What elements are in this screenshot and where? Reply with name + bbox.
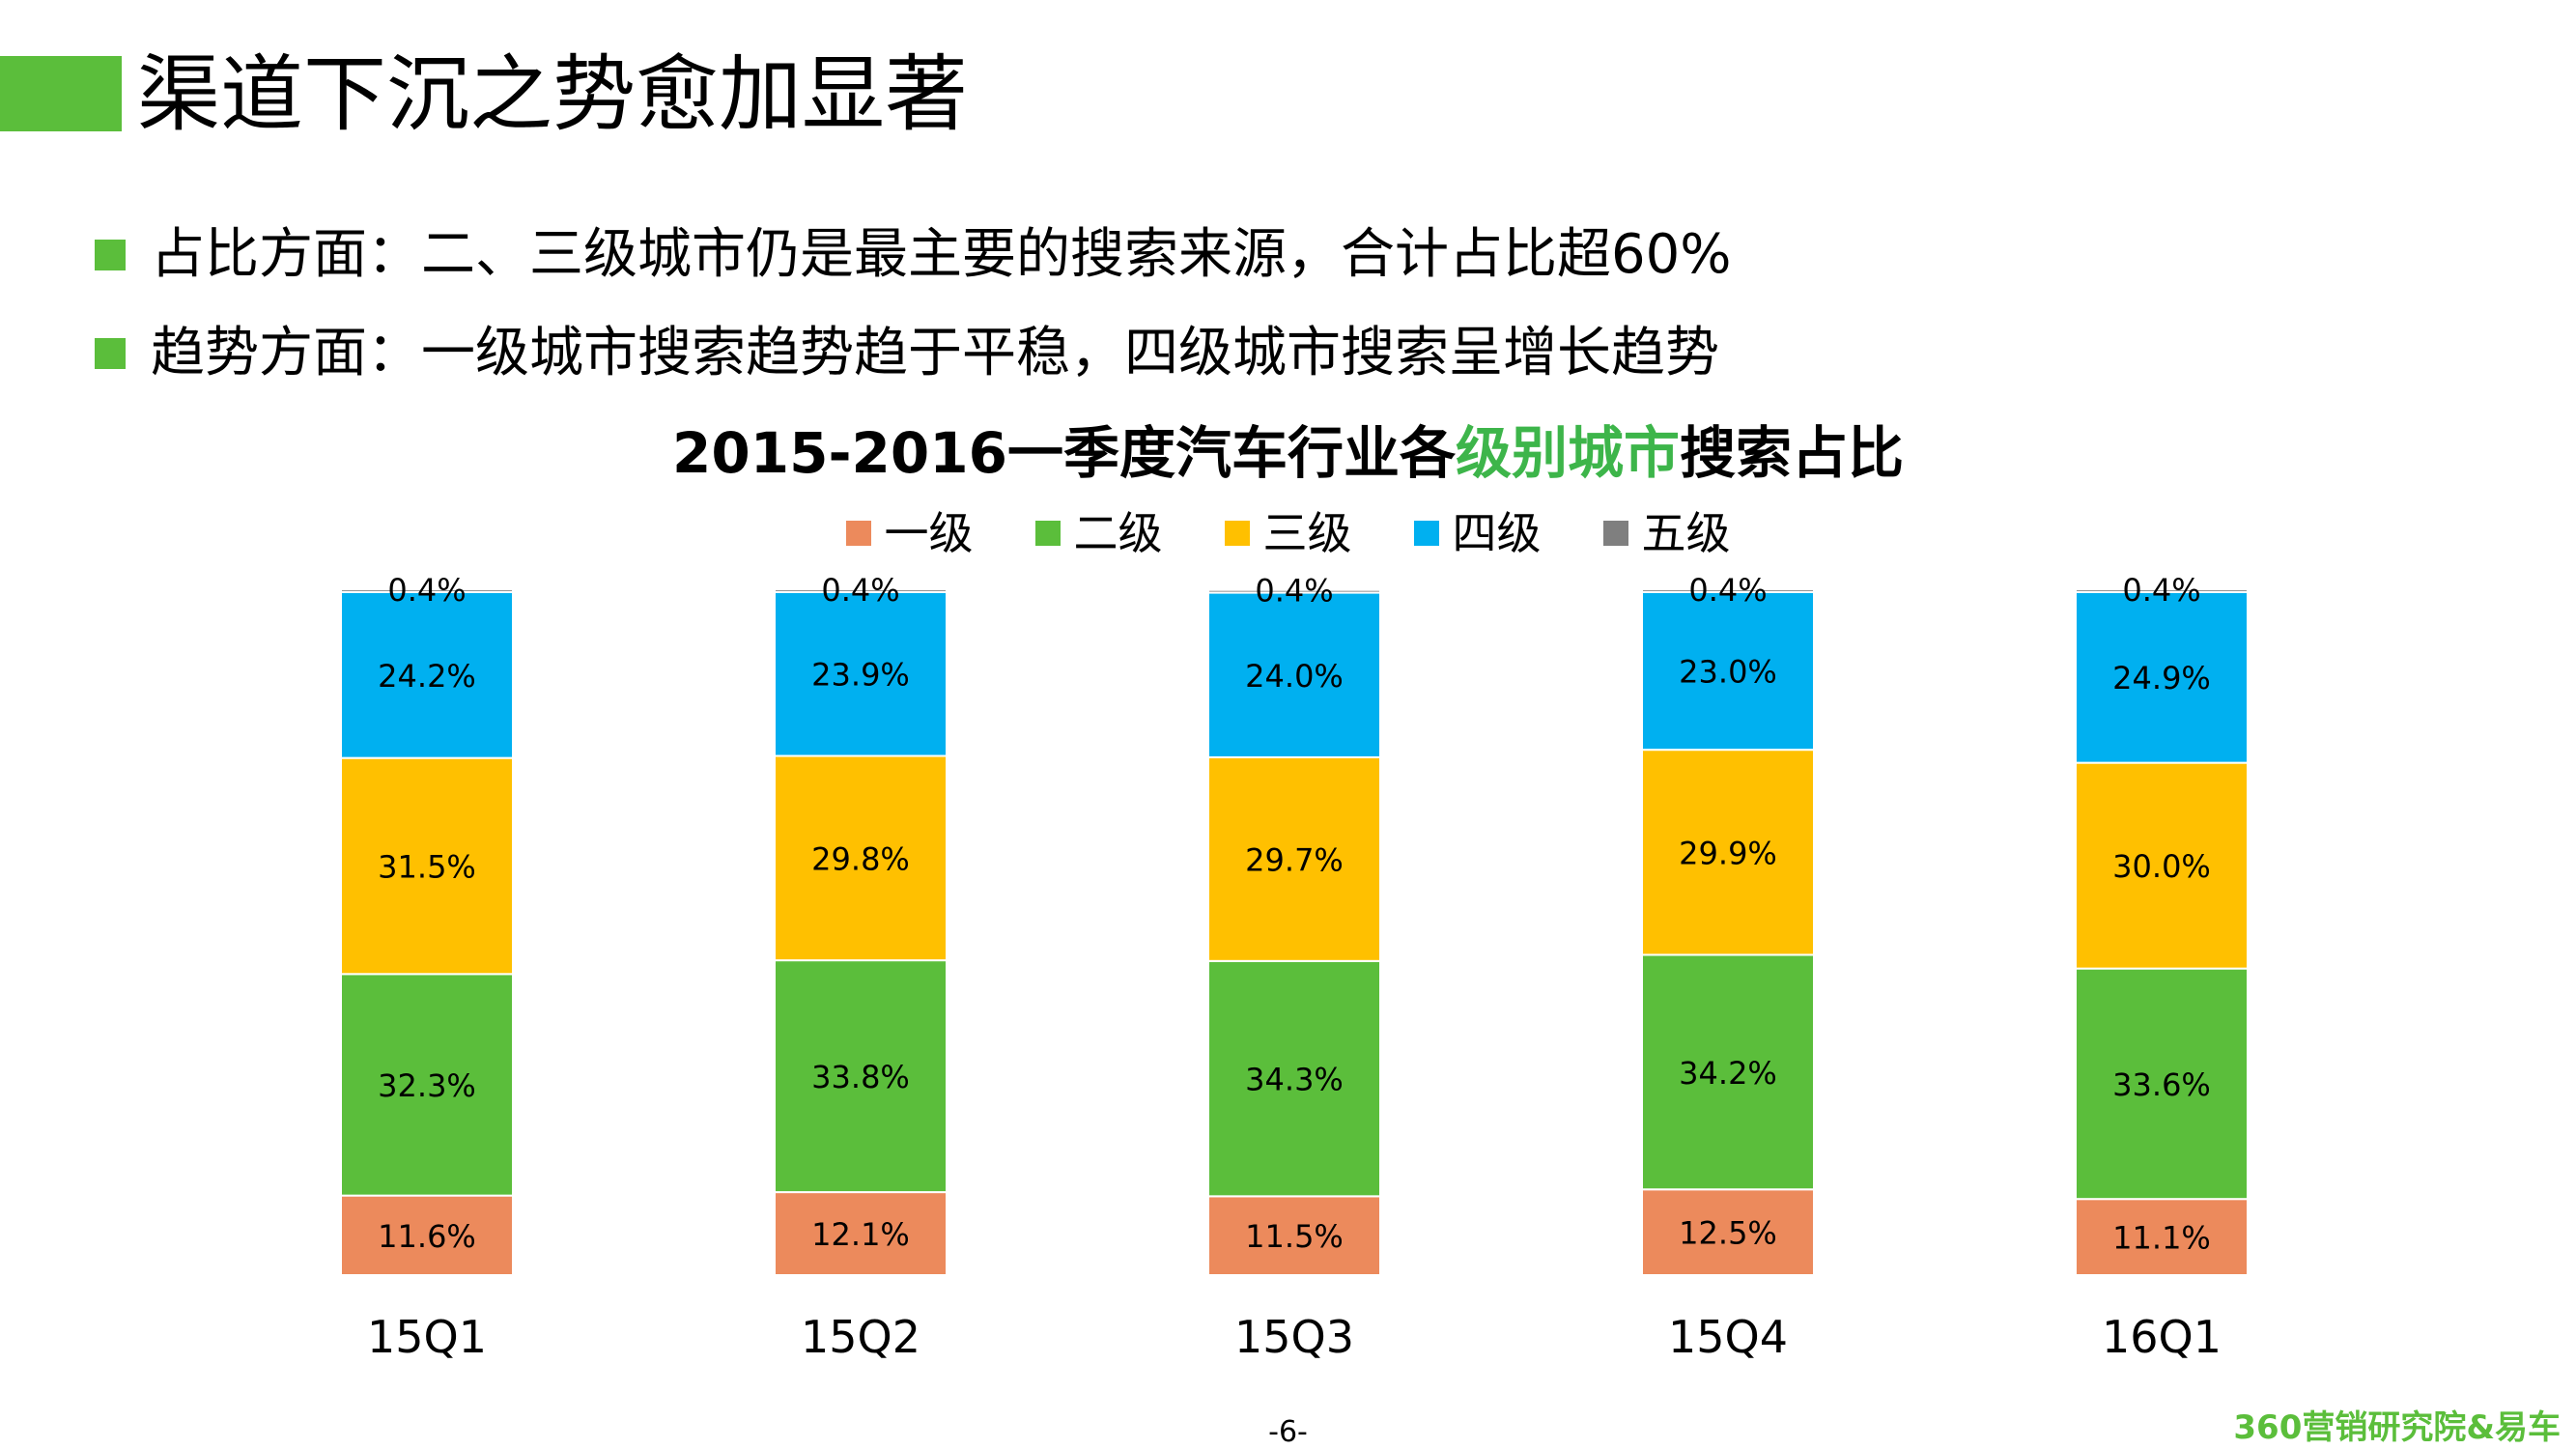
bar-15Q2-series-2 bbox=[774, 959, 948, 1194]
data-label-16Q1-series-1: 11.1% bbox=[2112, 1220, 2211, 1257]
data-label-15Q1-series-5: 0.4% bbox=[387, 572, 466, 609]
bar-15Q2-series-5 bbox=[774, 588, 948, 593]
x-tick-label-15Q3: 15Q3 bbox=[1234, 1311, 1354, 1363]
data-label-15Q2-series-1: 12.1% bbox=[811, 1216, 910, 1253]
data-label-16Q1-series-3: 30.0% bbox=[2112, 848, 2211, 885]
x-tick-label-15Q1: 15Q1 bbox=[367, 1311, 487, 1363]
data-label-15Q2-series-3: 29.8% bbox=[811, 840, 910, 877]
page-number: -6- bbox=[1268, 1415, 1308, 1449]
legend-swatch-4 bbox=[1413, 521, 1439, 546]
data-label-15Q4-series-3: 29.9% bbox=[1679, 835, 1777, 871]
legend-label-2: 二级 bbox=[1073, 507, 1163, 559]
bar-15Q4-series-5 bbox=[1641, 588, 1815, 593]
data-label-15Q1-series-1: 11.6% bbox=[378, 1218, 476, 1255]
x-tick-label-15Q2: 15Q2 bbox=[801, 1311, 920, 1363]
footer-brand: 360营销研究院&易车 bbox=[2233, 1408, 2561, 1447]
bar-15Q4-series-3 bbox=[1641, 749, 1815, 956]
data-label-15Q4-series-1: 12.5% bbox=[1679, 1215, 1777, 1252]
data-label-15Q3-series-2: 34.3% bbox=[1245, 1062, 1344, 1098]
data-label-15Q4-series-2: 34.2% bbox=[1679, 1055, 1777, 1092]
bar-15Q2-series-4 bbox=[774, 590, 948, 757]
data-label-15Q4-series-5: 0.4% bbox=[1688, 572, 1767, 609]
legend-item-5: 五级 bbox=[1602, 506, 1731, 560]
legend-item-3: 三级 bbox=[1224, 506, 1352, 560]
x-tick-label-16Q1: 16Q1 bbox=[2102, 1311, 2222, 1363]
data-label-15Q1-series-2: 32.3% bbox=[378, 1067, 476, 1104]
data-label-15Q3-series-5: 0.4% bbox=[1255, 573, 1333, 610]
legend-swatch-2 bbox=[1034, 521, 1061, 546]
bullet-marker-2 bbox=[95, 338, 126, 369]
bullet-text-2: 趋势方面：一级城市搜索趋势趋于平稳，四级城市搜索呈增长趋势 bbox=[151, 322, 1719, 384]
bar-15Q1-series-2 bbox=[340, 973, 514, 1197]
bar-15Q2-series-1 bbox=[774, 1191, 948, 1276]
legend-swatch-5 bbox=[1602, 521, 1628, 546]
data-label-15Q3-series-1: 11.5% bbox=[1245, 1218, 1344, 1255]
bar-15Q2-series-3 bbox=[774, 754, 948, 962]
bar-16Q1-series-1 bbox=[2075, 1198, 2249, 1276]
legend-swatch-1 bbox=[845, 521, 871, 546]
data-label-16Q1-series-5: 0.4% bbox=[2122, 572, 2200, 609]
data-label-15Q3-series-3: 29.7% bbox=[1245, 841, 1344, 878]
bar-15Q4-series-2 bbox=[1641, 953, 1815, 1191]
title-accent-bar bbox=[0, 56, 122, 131]
data-label-15Q2-series-2: 33.8% bbox=[811, 1059, 910, 1095]
data-label-15Q2-series-5: 0.4% bbox=[821, 572, 899, 609]
data-label-16Q1-series-2: 33.6% bbox=[2112, 1066, 2211, 1103]
bullet-marker-1 bbox=[95, 240, 126, 270]
bullet-text-1: 占比方面：二、三级城市仍是最主要的搜索来源，合计占比超60% bbox=[151, 223, 1732, 286]
bar-15Q1-series-3 bbox=[340, 756, 514, 976]
page-title: 渠道下沉之势愈加显著 bbox=[137, 46, 968, 143]
legend-item-1: 一级 bbox=[845, 506, 974, 560]
bar-15Q4-series-4 bbox=[1641, 590, 1815, 752]
data-label-15Q2-series-4: 23.9% bbox=[811, 657, 910, 694]
data-label-16Q1-series-4: 24.9% bbox=[2112, 660, 2211, 696]
legend-label-5: 五级 bbox=[1641, 507, 1731, 559]
bar-15Q3-series-4 bbox=[1207, 591, 1381, 758]
legend-item-4: 四级 bbox=[1413, 506, 1542, 560]
bar-15Q4-series-1 bbox=[1641, 1188, 1815, 1276]
x-tick-label-15Q4: 15Q4 bbox=[1668, 1311, 1788, 1363]
legend-swatch-3 bbox=[1224, 521, 1250, 546]
data-label-15Q3-series-4: 24.0% bbox=[1245, 658, 1344, 695]
legend-item-2: 二级 bbox=[1034, 506, 1163, 560]
chart-title: 2015-2016一季度汽车行业各级别城市搜索占比 bbox=[0, 417, 2576, 489]
bar-16Q1-series-2 bbox=[2075, 967, 2249, 1201]
bar-15Q3-series-5 bbox=[1207, 588, 1381, 594]
chart-title-part-1: 2015-2016一季度汽车行业各 bbox=[672, 420, 1456, 486]
legend-label-1: 一级 bbox=[884, 507, 974, 559]
stacked-bar-chart: 11.6% 32.3% 31.5% 24.2% 0.4% 15Q1 12.1% 33.8% 29… bbox=[340, 572, 2249, 1363]
bar-16Q1-series-4 bbox=[2075, 590, 2249, 764]
data-label-15Q1-series-4: 24.2% bbox=[378, 658, 476, 695]
data-label-15Q1-series-3: 31.5% bbox=[378, 848, 476, 885]
bar-16Q1-series-5 bbox=[2075, 588, 2249, 593]
chart-title-highlight: 级别城市 bbox=[1455, 420, 1680, 486]
chart-legend: 一级 二级 三级 四级 五级 bbox=[0, 504, 2576, 562]
bar-15Q3-series-3 bbox=[1207, 755, 1381, 962]
data-label-15Q4-series-4: 23.0% bbox=[1679, 653, 1777, 690]
bar-15Q1-series-5 bbox=[340, 588, 514, 593]
bar-16Q1-series-3 bbox=[2075, 761, 2249, 970]
bar-15Q1-series-1 bbox=[340, 1194, 514, 1277]
legend-label-3: 三级 bbox=[1262, 507, 1352, 559]
legend-label-4: 四级 bbox=[1452, 507, 1542, 559]
bar-15Q3-series-1 bbox=[1207, 1195, 1381, 1276]
bar-15Q1-series-4 bbox=[340, 590, 514, 759]
chart-title-part-3: 搜索占比 bbox=[1679, 420, 1904, 486]
